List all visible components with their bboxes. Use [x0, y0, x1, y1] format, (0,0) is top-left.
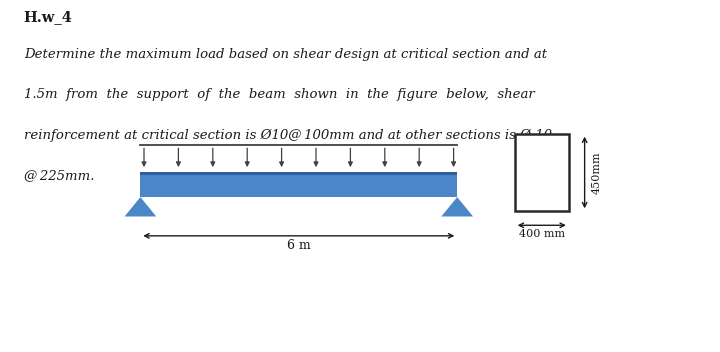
Polygon shape — [441, 197, 473, 216]
Bar — [140, 172, 457, 175]
Text: H.w_4: H.w_4 — [24, 11, 73, 25]
Bar — [140, 172, 457, 197]
Text: 6 m: 6 m — [287, 239, 310, 252]
Polygon shape — [125, 197, 156, 216]
Text: 400 mm: 400 mm — [518, 229, 565, 239]
Text: Determine the maximum load based on shear design at critical section and at: Determine the maximum load based on shea… — [24, 48, 547, 61]
Text: @ 225mm.: @ 225mm. — [24, 169, 94, 182]
Bar — [515, 134, 569, 211]
Text: 1.5m  from  the  support  of  the  beam  shown  in  the  figure  below,  shear: 1.5m from the support of the beam shown … — [24, 88, 534, 101]
Text: reinforcement at critical section is Ø10@ 100mm and at other sections is Ø 10: reinforcement at critical section is Ø10… — [24, 128, 552, 142]
Text: 450mm: 450mm — [592, 151, 602, 194]
